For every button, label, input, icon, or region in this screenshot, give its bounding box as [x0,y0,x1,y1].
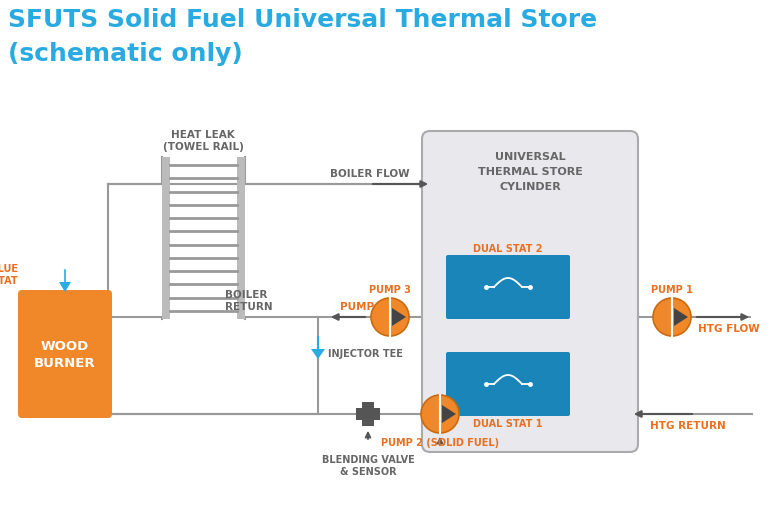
Text: DUAL STAT 2: DUAL STAT 2 [474,243,543,254]
Text: SFUTS Solid Fuel Universal Thermal Store: SFUTS Solid Fuel Universal Thermal Store [8,8,597,32]
Text: BOILER FLOW: BOILER FLOW [330,169,410,179]
Bar [237,158,245,319]
Circle shape [371,298,409,336]
Text: (schematic only): (schematic only) [8,42,243,66]
Text: WOOD
BURNER: WOOD BURNER [34,339,95,369]
FancyBboxPatch shape [18,290,112,418]
Text: PUMP 3: PUMP 3 [369,284,411,294]
Text: PUMP 1: PUMP 1 [651,284,693,294]
Bar [356,408,380,420]
Text: UNIVERSAL
THERMAL STORE
CYLINDER: UNIVERSAL THERMAL STORE CYLINDER [477,152,582,191]
FancyBboxPatch shape [446,352,570,416]
Text: HTG RETURN: HTG RETURN [650,420,726,430]
Circle shape [653,298,691,336]
Bar [362,402,374,426]
Text: FLUE
STAT: FLUE STAT [0,264,18,285]
Polygon shape [311,349,325,359]
Text: HTG FLOW: HTG FLOW [698,323,760,333]
Polygon shape [442,405,456,423]
Text: INJECTOR TEE: INJECTOR TEE [328,348,403,358]
FancyBboxPatch shape [446,256,570,319]
Text: PUMP 3: PUMP 3 [340,301,385,312]
Text: PUMP 2 (SOLID FUEL): PUMP 2 (SOLID FUEL) [381,437,499,447]
Circle shape [421,395,459,433]
Bar [162,158,170,319]
Polygon shape [392,309,406,326]
Text: BLENDING VALVE
& SENSOR: BLENDING VALVE & SENSOR [322,454,414,476]
Polygon shape [674,309,688,326]
Polygon shape [59,282,71,292]
Text: HEAT LEAK
(TOWEL RAIL): HEAT LEAK (TOWEL RAIL) [162,129,243,152]
FancyBboxPatch shape [422,132,638,452]
Text: DUAL STAT 1: DUAL STAT 1 [474,418,543,428]
Text: BOILER
RETURN: BOILER RETURN [225,289,273,312]
